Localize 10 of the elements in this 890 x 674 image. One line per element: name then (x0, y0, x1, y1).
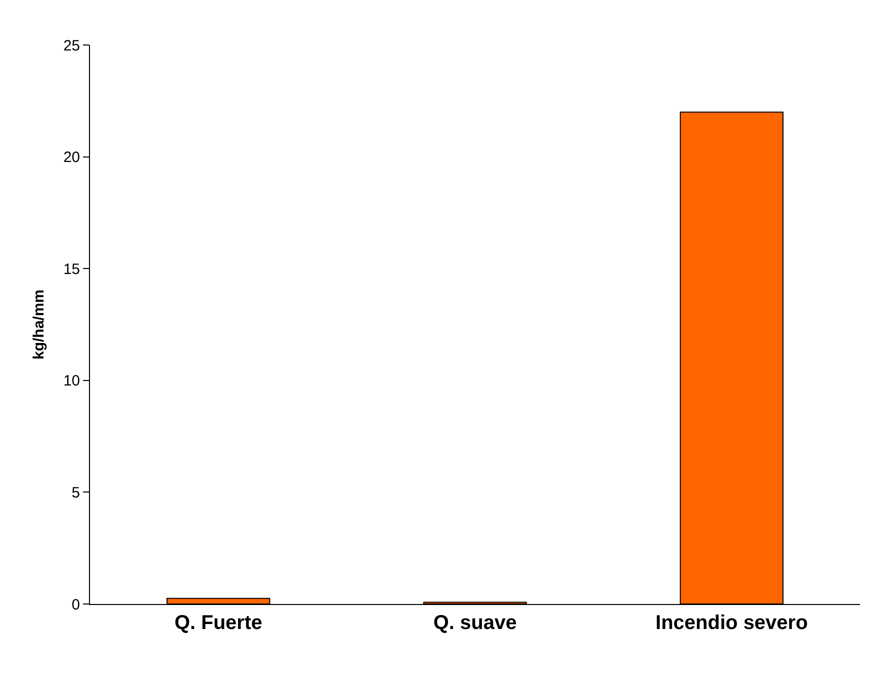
y-tick-label: 10 (63, 372, 80, 390)
x-tick-label: Incendio severo (656, 612, 808, 634)
y-tick-label: 25 (63, 37, 80, 54)
y-tick-label: 15 (63, 260, 80, 278)
y-tick-label: 20 (63, 149, 80, 166)
y-axis-title: kg/ha/mm (30, 289, 48, 360)
y-tick-label: 0 (72, 596, 80, 614)
y-tick-label: 5 (72, 484, 80, 502)
x-tick-label: Q. Fuerte (174, 612, 262, 634)
x-tick-label: Q. suave (433, 612, 517, 634)
